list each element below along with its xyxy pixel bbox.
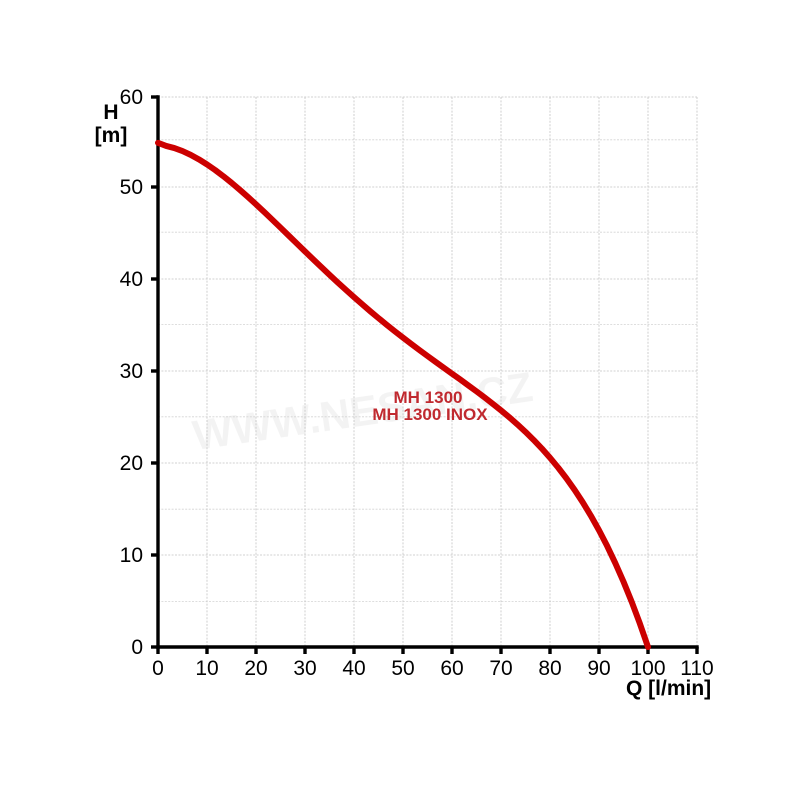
svg-text:0: 0	[131, 636, 143, 659]
svg-text:10: 10	[195, 657, 218, 680]
svg-text:[m]: [m]	[95, 124, 128, 147]
svg-text:MH 1300 INOX: MH 1300 INOX	[372, 405, 488, 424]
svg-text:90: 90	[587, 657, 610, 680]
svg-text:20: 20	[120, 452, 143, 475]
svg-text:0: 0	[152, 657, 164, 680]
svg-text:70: 70	[489, 657, 512, 680]
svg-text:H: H	[103, 101, 118, 124]
svg-text:20: 20	[244, 657, 267, 680]
svg-text:60: 60	[440, 657, 463, 680]
svg-text:30: 30	[120, 360, 143, 383]
svg-text:30: 30	[293, 657, 316, 680]
svg-text:50: 50	[391, 657, 414, 680]
svg-text:Q [l/min]: Q [l/min]	[626, 677, 711, 700]
svg-text:60: 60	[120, 86, 143, 109]
svg-text:10: 10	[120, 544, 143, 567]
svg-text:40: 40	[342, 657, 365, 680]
svg-text:50: 50	[120, 176, 143, 199]
svg-text:80: 80	[538, 657, 561, 680]
svg-text:40: 40	[120, 268, 143, 291]
